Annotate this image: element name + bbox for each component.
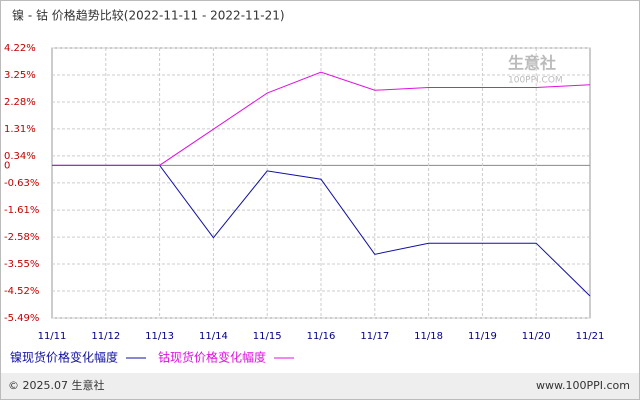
series-line [52,71,591,166]
y-tick-label: 3.25% [4,70,36,81]
footer-band [1,373,639,399]
x-tick-label: 11/19 [468,331,497,342]
y-tick-label: -2.58% [4,232,39,243]
x-tick-label: 11/21 [576,331,605,342]
footer-left: © 2025.07 生意社 [8,378,104,392]
footer-right: www.100PPI.com [536,379,630,392]
watermark: 100PPI.COM [508,76,563,86]
x-tick-label: 11/11 [38,331,67,342]
x-tick-label: 11/20 [522,331,551,342]
y-tick-label: 0 [4,160,10,171]
y-tick-label: -4.52% [4,286,39,297]
x-tick-label: 11/15 [253,331,282,342]
x-tick-label: 11/17 [360,331,389,342]
watermark: 生意社 [508,54,556,73]
x-tick-label: 11/12 [91,331,120,342]
x-tick-label: 11/13 [145,331,174,342]
y-tick-label: -5.49% [4,313,39,324]
y-tick-label: 4.22% [4,43,36,54]
y-tick-label: -1.61% [4,205,39,216]
y-tick-label: -0.63% [4,178,39,189]
x-tick-label: 11/18 [414,331,443,342]
y-tick-label: 2.28% [4,97,36,108]
legend-label: 钴现货价格变化幅度 [158,350,266,365]
x-tick-label: 11/16 [307,331,336,342]
y-tick-label: 1.31% [4,124,36,135]
chart-title: 镍 - 钴 价格趋势比较(2022-11-11 - 2022-11-21) [12,8,285,23]
legend-label: 镍现货价格变化幅度 [10,350,118,365]
y-tick-label: 0.34% [4,151,36,162]
x-tick-label: 11/14 [199,331,228,342]
y-tick-label: -3.55% [4,259,39,270]
